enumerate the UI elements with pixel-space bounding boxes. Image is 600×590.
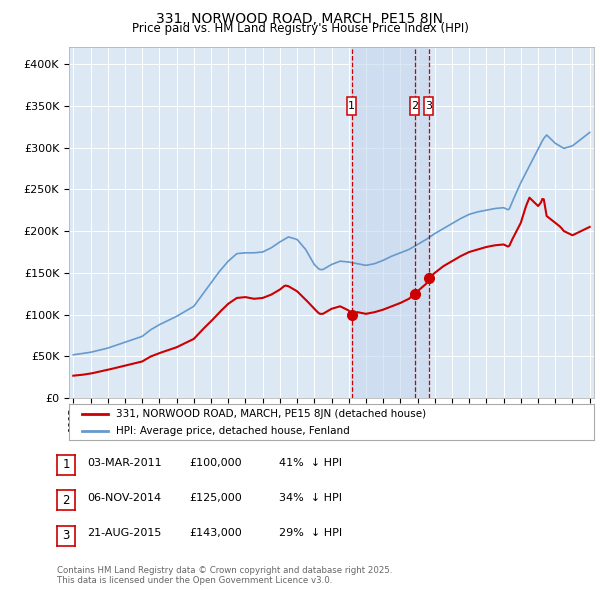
Bar bbox=[352, 47, 428, 398]
Text: £100,000: £100,000 bbox=[189, 458, 242, 467]
Text: 1: 1 bbox=[348, 101, 355, 111]
Text: 331, NORWOOD ROAD, MARCH, PE15 8JN: 331, NORWOOD ROAD, MARCH, PE15 8JN bbox=[157, 12, 443, 26]
Text: 21-AUG-2015: 21-AUG-2015 bbox=[87, 529, 161, 538]
Text: 3: 3 bbox=[425, 101, 432, 111]
Text: £143,000: £143,000 bbox=[189, 529, 242, 538]
Text: 34%  ↓ HPI: 34% ↓ HPI bbox=[279, 493, 342, 503]
Text: 331, NORWOOD ROAD, MARCH, PE15 8JN (detached house): 331, NORWOOD ROAD, MARCH, PE15 8JN (deta… bbox=[116, 409, 427, 419]
Text: 2: 2 bbox=[62, 494, 70, 507]
Text: 29%  ↓ HPI: 29% ↓ HPI bbox=[279, 529, 342, 538]
Text: £125,000: £125,000 bbox=[189, 493, 242, 503]
FancyBboxPatch shape bbox=[410, 97, 419, 115]
Text: 3: 3 bbox=[62, 529, 70, 542]
Text: Price paid vs. HM Land Registry's House Price Index (HPI): Price paid vs. HM Land Registry's House … bbox=[131, 22, 469, 35]
FancyBboxPatch shape bbox=[347, 97, 356, 115]
Text: 41%  ↓ HPI: 41% ↓ HPI bbox=[279, 458, 342, 467]
Text: 03-MAR-2011: 03-MAR-2011 bbox=[87, 458, 161, 467]
Text: 06-NOV-2014: 06-NOV-2014 bbox=[87, 493, 161, 503]
Text: 1: 1 bbox=[62, 458, 70, 471]
Text: 2: 2 bbox=[411, 101, 418, 111]
FancyBboxPatch shape bbox=[424, 97, 433, 115]
Text: HPI: Average price, detached house, Fenland: HPI: Average price, detached house, Fenl… bbox=[116, 426, 350, 435]
Text: Contains HM Land Registry data © Crown copyright and database right 2025.
This d: Contains HM Land Registry data © Crown c… bbox=[57, 566, 392, 585]
